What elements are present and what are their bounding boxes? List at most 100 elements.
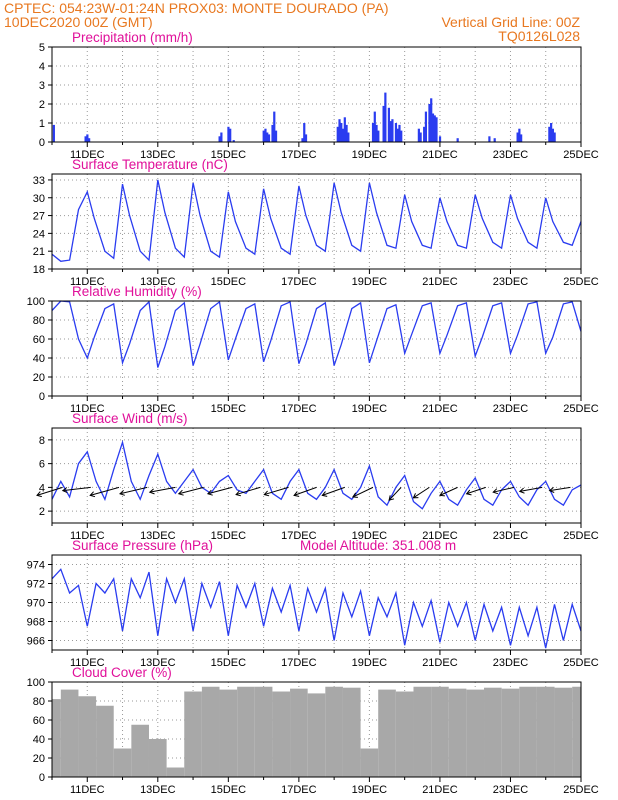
precip-frame [51,46,582,143]
wind-arrowhead [439,491,445,497]
precip-bar [338,119,341,142]
x-tick-label: 15DEC [211,784,247,796]
x-tick-label: 21DEC [422,657,458,669]
precip-bar [435,117,438,142]
wind-frame [51,427,582,524]
y-tick-label: 30 [33,193,45,205]
cloud-bar [307,693,326,777]
precip-bar [220,132,223,142]
precip-bar [423,126,426,142]
cloud-bar [113,748,132,777]
cloud-bar [519,686,537,777]
y-tick-label: 20 [33,753,45,765]
panels: 0 1 2 3 4 5 11DEC 13DEC 15DEC 17DEC 19DEC 21DEC 23DE… [27,30,599,796]
x-tick-label: 25DEC [563,657,599,669]
y-tick-label: 972 [27,579,45,591]
precip-bar [375,124,378,142]
wind-arrowhead [148,488,155,495]
y-tick-label: 21 [33,246,45,258]
precip-bar [398,124,401,142]
wind-vector [466,486,486,495]
cloud-bar [378,689,396,777]
precip-bar [88,138,91,142]
wind-arrowhead [518,487,525,494]
x-tick-label: 11DEC [70,403,105,415]
cloud-bar [60,689,79,777]
y-tick-label: 33 [33,175,45,187]
wind-vector [119,486,148,495]
cloud-bar [342,687,361,777]
wind-arrowhead [206,489,213,496]
temp-title: Surface Temperature (nC) [72,157,228,172]
x-tick-label: 23DEC [493,530,529,542]
temp-series-line [51,179,582,262]
cloud-frame [51,681,582,778]
wind-arrowhead [119,489,125,496]
y-tick-label: 2 [39,99,45,111]
wind-arrowhead [321,491,328,497]
x-tick-label: 25DEC [563,276,599,288]
y-tick-label: 1 [39,118,45,130]
precip-bar [438,136,442,142]
x-tick-label: 23DEC [493,403,529,415]
y-tick-label: 3 [39,80,45,92]
cloud-bar [290,688,308,777]
y-tick-label: 4 [39,61,45,73]
y-tick-label: 0 [39,391,45,403]
cloud-bar [148,739,167,777]
y-tick-label: 80 [33,315,45,327]
vertical-grid-note: Vertical Grid Line: 00Z [441,14,580,30]
y-tick-label: 8 [39,435,45,447]
y-tick-label: 40 [33,353,45,365]
precip-bar [373,111,376,142]
precip-bar [267,134,271,142]
precip-bar [391,119,394,142]
x-tick-label: 17DEC [281,784,317,796]
cloud-bar [201,686,220,777]
x-tick-label: 21DEC [422,276,458,288]
x-tick-label: 11DEC [70,530,105,542]
precip-title: Precipitation (mm/h) [72,30,193,45]
x-tick-label: 23DEC [493,784,529,796]
wind-vector [549,486,571,492]
precip-bar [86,134,89,142]
x-tick-label: 13DEC [140,657,176,669]
precip-bar [264,128,267,142]
y-tick-label: 20 [33,372,45,384]
temp-panel: 18 21 24 27 30 33 11DEC 13DEC 15DEC 17DEC 19DEC 21D… [33,157,599,288]
y-tick-label: 966 [27,636,45,648]
precip-bar [431,113,435,142]
x-tick-label: 15DEC [211,403,247,415]
precip-bar [271,124,274,142]
precip-bar [389,121,392,142]
wind-arrowhead [352,492,358,498]
precip-bar [218,136,221,142]
precip-bar [516,132,519,142]
precip-bar [387,107,390,142]
rh-frame [51,300,582,397]
pressure-panel: 966 968 970 972 974 11DEC 13DEC 15DEC 17DEC 19DEC… [27,538,599,669]
precip-bar [274,130,278,142]
cloud-bar [96,705,114,777]
precip-bar [232,140,235,142]
x-tick-label: 25DEC [563,784,599,796]
x-tick-label: 13DEC [140,530,176,542]
y-tick-label: 80 [33,696,45,708]
cloud-bar [536,686,555,777]
precip-bar [548,126,551,142]
precip-bar [417,128,420,142]
y-tick-label: 2 [39,506,45,518]
y-tick-label: 100 [27,677,45,689]
precip-bar [304,134,308,142]
precip-bar [518,128,521,142]
y-tick-label: 5 [39,42,45,54]
y-tick-label: 6 [39,459,45,471]
precip-bar [551,128,554,142]
precip-bar [340,123,343,142]
y-tick-label: 968 [27,617,45,629]
y-tick-label: 4 [39,482,45,494]
x-tick-label: 19DEC [352,784,388,796]
precip-bar [400,130,403,142]
precip-bar [550,123,553,142]
